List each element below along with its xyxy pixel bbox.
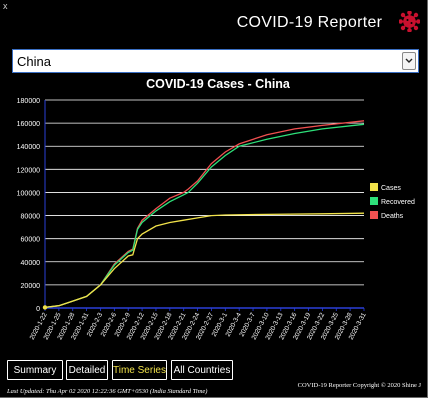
y-tick-label: 120000 [17,167,40,174]
y-tick-label: 160000 [17,121,40,128]
tab-detailed[interactable]: Detailed [66,360,108,380]
legend-swatch-cases [370,183,378,191]
app-title: COVID-19 Reporter [0,14,427,32]
country-select[interactable]: China [12,49,419,73]
y-tick-label: 20000 [21,283,41,290]
data-point [42,305,48,310]
y-tick-label: 0 [36,306,40,313]
series-line-cases [44,212,365,309]
country-select-value: China [17,54,51,69]
legend-swatch-recovered [370,197,378,205]
select-dropdown-button[interactable] [402,52,416,70]
close-icon[interactable]: x [3,1,8,11]
last-updated-text: Last Updated: Thu Apr 02 2020 12:22:36 G… [7,388,208,395]
tab-time-series[interactable]: Time Series [112,360,167,380]
y-tick-label: 140000 [17,144,40,151]
time-series-chart: COVID-19 Cases - China 0 20000 40000 60000 80… [17,77,415,341]
y-tick-label: 80000 [21,214,41,221]
legend-label-recovered: Recovered [381,199,415,206]
legend-swatch-deaths [370,211,378,219]
y-tick-label: 40000 [21,260,41,267]
chart-title: COVID-19 Cases - China [146,77,291,91]
legend-label-cases: Cases [381,185,401,192]
tab-all-countries[interactable]: All Countries [171,360,233,380]
tab-summary[interactable]: Summary [7,360,63,380]
copyright-text: COVID-19 Reporter Copyright © 2020 Shine… [297,382,421,389]
y-tick-label: 60000 [21,237,41,244]
chevron-down-icon [405,58,413,63]
legend-label-deaths: Deaths [381,213,404,220]
y-tick-label: 180000 [17,98,40,105]
app-title-text: COVID-19 Reporter [236,14,383,31]
y-tick-label: 100000 [17,190,40,197]
virus-icon [399,11,420,32]
